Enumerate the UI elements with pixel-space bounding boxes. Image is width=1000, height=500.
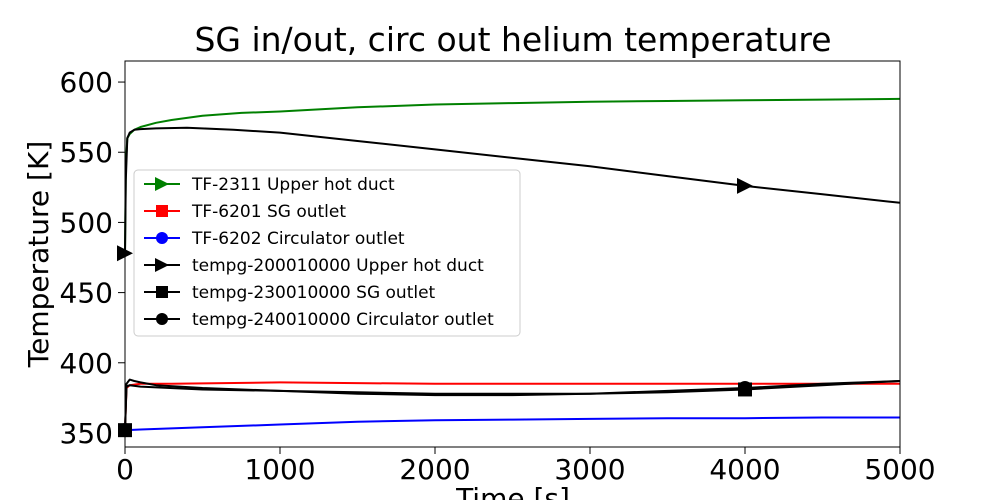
y-tick-label-2: 400 (60, 347, 113, 380)
x-tick-label-5: 4000 (709, 453, 780, 486)
series-line-5 (124, 380, 901, 431)
legend-box (133, 169, 521, 337)
legend-swatch-marker-1 (155, 177, 169, 191)
series-line-3 (124, 416, 900, 432)
legend-swatch-marker-4 (155, 258, 169, 272)
x-tick-label-1: 0 (116, 453, 134, 486)
y-tick-label-5: 550 (60, 136, 113, 169)
legend-label-6: tempg-240010000 Circulator outlet (192, 310, 494, 330)
x-tick-label-4: 3000 (554, 453, 625, 486)
x-axis-label: Time [s] (455, 482, 570, 500)
y-tick-label-1: 350 (60, 417, 113, 450)
legend-label-5: tempg-230010000 SG outlet (192, 283, 436, 303)
series-line-6 (124, 378, 901, 431)
legend-swatch-marker-5 (156, 286, 168, 298)
series-line-4 (124, 126, 901, 254)
y-tick-label-6: 600 (60, 66, 113, 99)
legend-label-2: TF-6201 SG outlet (191, 202, 346, 222)
x-tick-label-6: 5000 (864, 453, 935, 486)
y-tick-label-4: 500 (60, 206, 113, 239)
legend-label-4: tempg-200010000 Upper hot duct (192, 256, 484, 276)
y-tick-label-3: 450 (60, 277, 113, 310)
x-tick-label-3: 2000 (399, 453, 470, 486)
series-marker-4-2 (737, 177, 753, 194)
legend: TF-2311 Upper hot duct TF-6201 SG outlet T… (133, 169, 521, 337)
legend-label-3: TF-6202 Circulator outlet (191, 229, 405, 249)
plot-frame (124, 60, 901, 448)
x-tick-label-2: 1000 (244, 453, 315, 486)
y-axis-label: Temperature [K] (22, 141, 55, 368)
legend-swatch-marker-6 (156, 313, 168, 325)
legend-swatch-marker-3 (156, 232, 168, 244)
legend-label-1: TF-2311 Upper hot duct (191, 175, 395, 195)
legend-swatch-marker-2 (156, 205, 168, 217)
series-marker-6-2 (738, 381, 752, 396)
chart-title: SG in/out, circ out helium temperature (194, 20, 831, 59)
plot-area: 0 1000 2000 3000 4000 5000 350 400 450 500 550 600 (60, 60, 936, 486)
